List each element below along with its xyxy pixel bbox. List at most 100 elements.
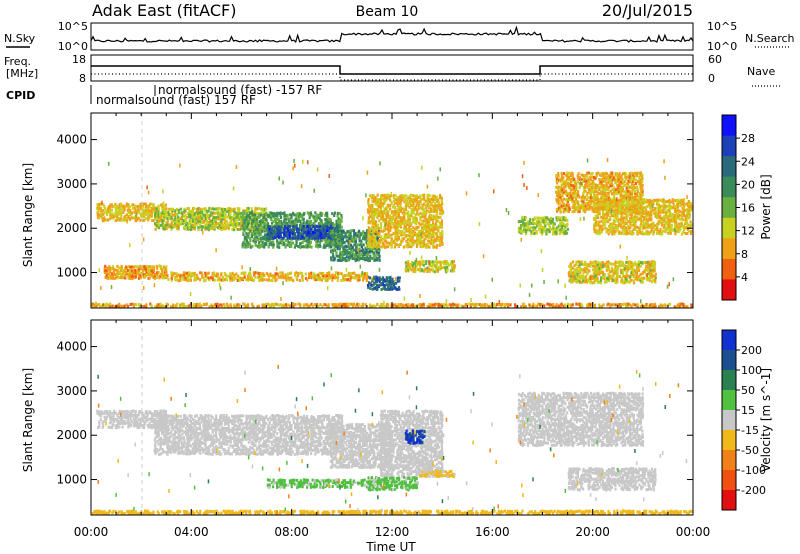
power-cell <box>120 202 123 206</box>
power-cell <box>236 223 239 227</box>
power-cell <box>217 217 220 221</box>
power-cell <box>385 219 388 223</box>
power-cell <box>267 239 270 243</box>
power-cell <box>379 201 382 205</box>
power-cell <box>117 208 120 212</box>
power-cell <box>566 171 569 175</box>
power-cell <box>336 214 339 218</box>
power-cell <box>378 283 381 287</box>
power-cell <box>209 219 212 223</box>
power-cell <box>247 234 250 238</box>
power-cell <box>377 202 381 206</box>
power-cell <box>387 245 390 249</box>
power-cell <box>306 219 309 223</box>
power-cell <box>412 243 415 247</box>
power-cell <box>247 206 250 210</box>
power-cell <box>261 278 264 282</box>
power-cell <box>329 241 332 245</box>
power-cell <box>247 241 250 245</box>
freq-right-tick-bottom: 0 <box>708 72 715 85</box>
power-cell <box>292 223 295 227</box>
power-cell <box>191 273 194 277</box>
power-cell <box>635 198 639 202</box>
power-cell <box>428 245 431 249</box>
power-cell <box>529 217 532 221</box>
power-cell <box>102 203 105 207</box>
power-cell <box>340 259 343 262</box>
power-cell <box>365 253 368 257</box>
power-cell <box>401 239 404 243</box>
power-cell <box>252 213 255 217</box>
power-cell <box>412 262 415 265</box>
power-cell <box>339 229 342 233</box>
power-cell <box>145 272 148 276</box>
power-cell <box>397 231 400 235</box>
power-cell <box>440 221 443 225</box>
power-cell <box>124 276 127 280</box>
power-cell <box>566 202 569 205</box>
power-cell <box>410 208 413 212</box>
power-cell <box>268 211 271 215</box>
power-cell <box>190 272 193 276</box>
power-cell <box>399 243 402 246</box>
power-cell <box>577 190 580 194</box>
power-cell <box>191 206 195 210</box>
power-cell <box>378 239 381 243</box>
power-cell <box>300 272 303 275</box>
power-cell <box>283 235 286 239</box>
power-cell <box>228 215 231 218</box>
power-cell <box>150 202 153 206</box>
power-cell <box>239 276 243 280</box>
power-cell <box>254 213 257 217</box>
power-cell <box>425 206 428 210</box>
power-cell <box>241 276 245 280</box>
power-cell <box>211 219 214 223</box>
power-cell <box>564 223 567 227</box>
power-cell <box>382 279 385 283</box>
power-cell <box>356 243 359 247</box>
power-cell <box>147 273 150 276</box>
power-cell <box>625 192 628 196</box>
power-cell <box>311 274 314 278</box>
power-cell <box>218 223 221 227</box>
power-cell <box>653 266 656 270</box>
power-cell <box>336 230 339 233</box>
power-cell <box>107 272 110 276</box>
power-cell <box>585 198 588 202</box>
power-cell <box>187 222 190 226</box>
power-cell <box>356 251 359 255</box>
power-cell <box>256 224 259 228</box>
power-cell <box>261 213 264 217</box>
power-cell <box>389 279 392 283</box>
power-cell <box>178 276 182 280</box>
power-cell <box>127 265 130 269</box>
power-cell <box>396 226 399 230</box>
power-cell <box>356 255 360 259</box>
power-cell <box>211 225 214 229</box>
power-cell <box>155 207 158 211</box>
power-cell <box>537 223 540 227</box>
power-cell <box>249 278 252 281</box>
power-cell <box>372 243 376 247</box>
power-cell <box>587 178 590 182</box>
power-cell <box>299 219 302 223</box>
power-cell <box>366 229 369 233</box>
power-cell <box>294 272 297 275</box>
power-cell <box>247 227 250 231</box>
frequency-trace <box>91 65 693 75</box>
power-cell <box>204 217 208 221</box>
power-cell <box>396 288 399 291</box>
power-cell <box>345 273 349 277</box>
power-cell <box>158 276 161 280</box>
power-cell <box>145 209 148 212</box>
power-cell <box>329 239 332 243</box>
power-cell <box>150 208 153 212</box>
power-cell <box>247 231 251 235</box>
power-cell <box>426 209 429 213</box>
power-cell <box>268 232 271 236</box>
power-cell <box>134 219 137 223</box>
power-cell <box>186 225 189 229</box>
power-cell <box>222 207 225 211</box>
power-cell <box>570 186 573 189</box>
power-cell <box>601 227 604 231</box>
